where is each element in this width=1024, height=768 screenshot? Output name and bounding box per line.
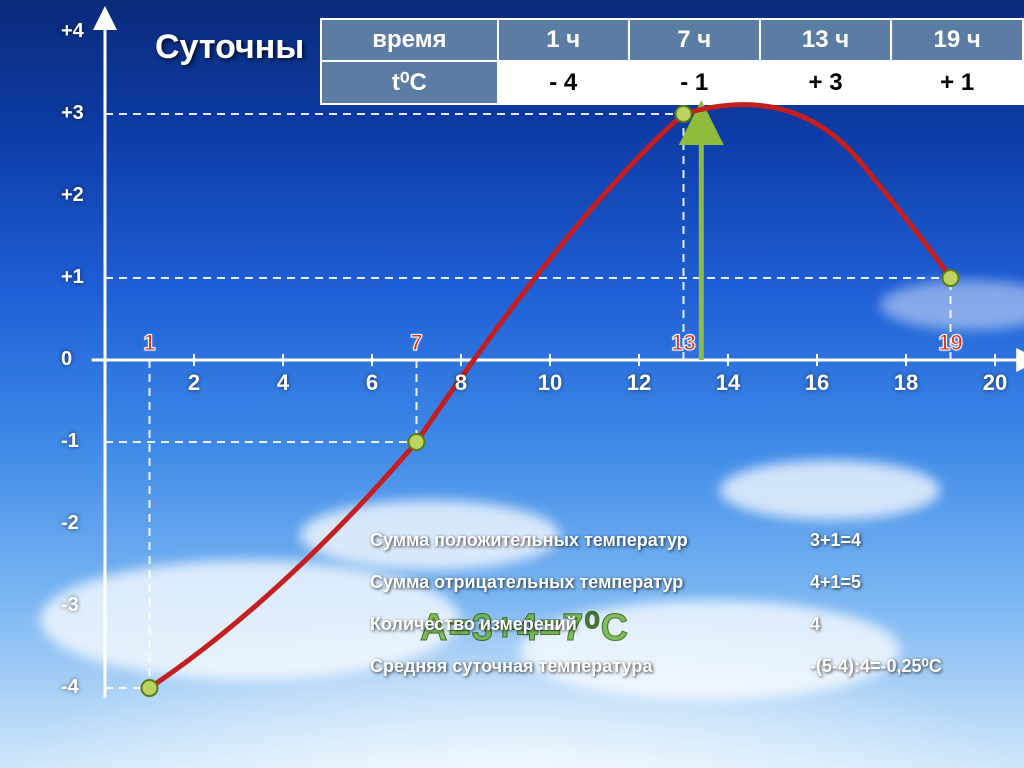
calc-label: Количество измерений [370,614,577,635]
x-num: 14 [716,370,740,396]
axis-label: +1 [61,266,84,289]
axis-label: -4 [61,676,79,699]
slide-root: Суточны время 1 ч 7 ч 13 ч 19 ч t⁰C - 4 … [0,0,1024,768]
hour-label: 7 [410,330,422,356]
calc-label: Средняя суточная температура [370,656,652,677]
axis-label: +2 [61,184,84,207]
calc-value: 4 [810,614,820,635]
hour-label: 1 [143,330,155,356]
hour-label: 19 [938,330,962,356]
x-num: 2 [188,370,200,396]
axis-label: -2 [61,512,79,535]
axis-label: +4 [61,20,84,43]
axis-label: 0 [61,348,72,371]
x-num: 6 [366,370,378,396]
calc-value: 4+1=5 [810,572,861,593]
x-num: 10 [538,370,562,396]
axis-label: -3 [61,594,79,617]
calc-label: Сумма положительных температур [370,530,688,551]
x-num: 20 [983,370,1007,396]
x-num: 16 [805,370,829,396]
calc-value: 3+1=4 [810,530,861,551]
x-num: 12 [627,370,651,396]
axis-label: -1 [61,430,79,453]
axis-label: +3 [61,102,84,125]
x-num: 4 [277,370,289,396]
x-num: 8 [455,370,467,396]
calc-value: -(5-4):4=-0,25⁰С [810,656,942,677]
labels-layer: +4 +3 +2 +1 0 -1 -2 -3 -4 2 4 6 8 10 12 14 16 18 20 1 7 13 19 [0,0,1024,768]
calc-label: Сумма отрицательных температур [370,572,683,593]
x-num: 18 [894,370,918,396]
hour-label: 13 [671,330,695,356]
